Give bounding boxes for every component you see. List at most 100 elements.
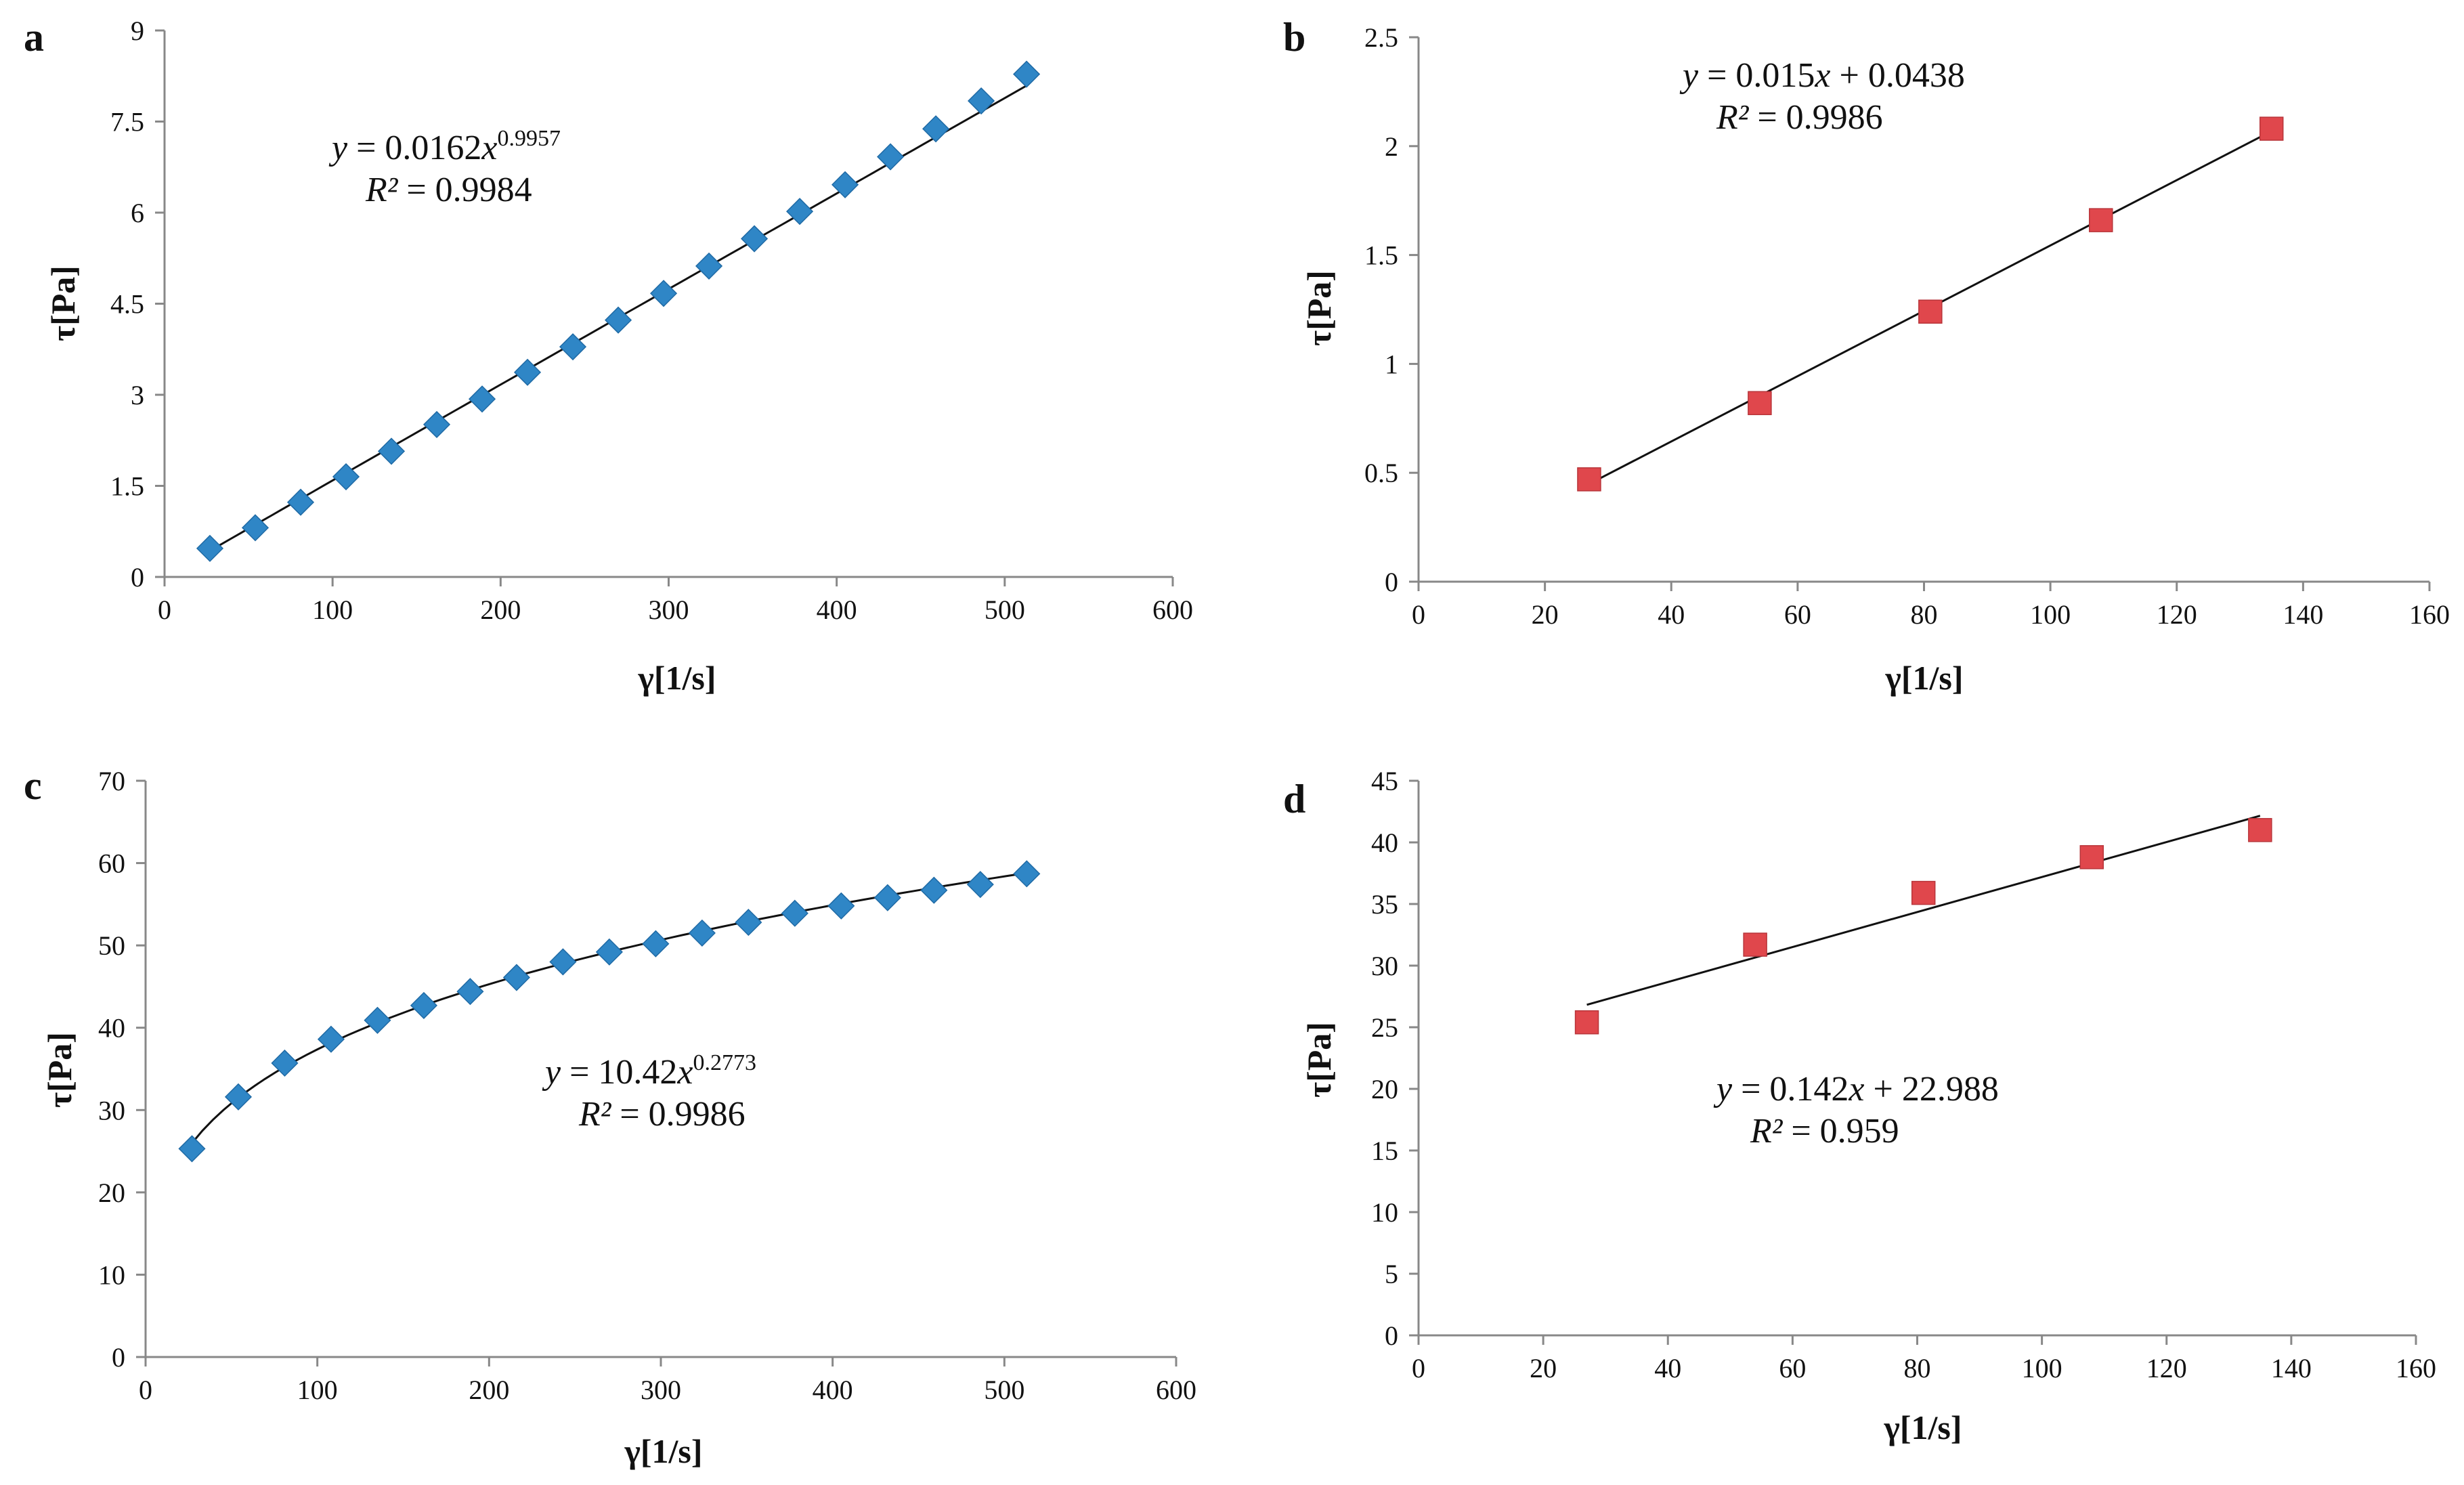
data-point	[781, 899, 808, 927]
r-squared-label: R²	[1716, 98, 1750, 137]
r-squared-value: = 0.959	[1782, 1112, 1899, 1150]
equation-coef: = 0.015	[1698, 56, 1815, 95]
x-tick-label: 500	[985, 595, 1025, 625]
x-tick-label: 100	[2022, 1353, 2062, 1383]
x-tick-label: 600	[1156, 1375, 1196, 1405]
x-tick-label: 140	[2283, 599, 2323, 630]
y-tick-label: 45	[1371, 766, 1398, 796]
x-tick-label: 0	[158, 595, 171, 625]
data-point	[2089, 208, 2113, 232]
equation-y: y	[328, 129, 348, 167]
x-tick-label: 0	[1412, 1353, 1425, 1383]
x-tick-label: 600	[1152, 595, 1193, 625]
x-tick-label: 400	[813, 1375, 853, 1405]
r-squared-value: = 0.9984	[397, 171, 532, 209]
data-point	[1574, 1010, 1599, 1035]
y-axis-title: τ[Pa]	[41, 1032, 79, 1108]
y-tick-label: 0	[131, 562, 144, 593]
equation-coef: = 0.142	[1732, 1070, 1849, 1109]
r-squared: R² = 0.9986	[578, 1095, 745, 1134]
r-squared: R² = 0.9986	[1716, 98, 1883, 137]
r-squared-value: = 0.9986	[1748, 98, 1882, 137]
data-point	[877, 143, 905, 171]
y-tick-label: 2.5	[1364, 22, 1398, 53]
equation-coef: = 0.0162	[347, 129, 481, 167]
trend-equation: y = 0.015x + 0.0438	[1679, 56, 1965, 95]
equation-intercept: + 0.0438	[1831, 56, 1965, 95]
y-tick-label: 1.5	[1364, 240, 1398, 271]
chart-panel-a: 0 100 200 300 400 500 600 0 1.5 3 4.5 6 7.5 9 γ[1/s] τ[…	[24, 15, 1193, 697]
x-tick-label: 20	[1532, 599, 1559, 630]
trend-equation: y = 0.0162x0.9957	[328, 126, 561, 167]
data-point	[827, 892, 855, 920]
y-tick-label: 40	[98, 1013, 125, 1043]
x-tick-label: 60	[1779, 1353, 1806, 1383]
panel-letter: c	[24, 763, 42, 808]
data-point	[549, 948, 577, 976]
r-squared-value: = 0.9986	[611, 1095, 745, 1134]
equation-intercept: + 22.988	[1865, 1070, 1999, 1109]
panel-letter: a	[24, 15, 44, 60]
equation-exponent: 0.2773	[693, 1050, 757, 1075]
y-axis-title: τ[Pa]	[1300, 1022, 1338, 1098]
y-tick-label: 25	[1371, 1012, 1398, 1043]
x-axis-title: γ[1/s]	[624, 1432, 702, 1470]
data-point	[317, 1025, 345, 1053]
data-point	[271, 1049, 299, 1077]
data-point	[735, 909, 762, 937]
x-tick-label: 160	[2396, 1353, 2436, 1383]
data-point	[873, 884, 901, 911]
equation-y: y	[1713, 1070, 1733, 1109]
data-point	[595, 938, 623, 966]
y-tick-label: 20	[98, 1178, 125, 1208]
data-point	[1013, 860, 1041, 888]
y-tick-label: 0	[1385, 1320, 1398, 1351]
data-point	[2259, 116, 2284, 141]
x-axis-title: γ[1/s]	[1884, 659, 1963, 697]
y-tick-label: 1.5	[110, 471, 144, 502]
equation-x: x	[1848, 1070, 1864, 1109]
equation-x: x	[1814, 56, 1830, 95]
x-tick-label: 0	[1412, 599, 1425, 630]
y-tick-label: 50	[98, 930, 125, 961]
trendline	[1586, 815, 2261, 1006]
data-point	[423, 410, 451, 438]
y-tick-label: 40	[1371, 827, 1398, 858]
x-axis-title: γ[1/s]	[1883, 1408, 1962, 1446]
data-point	[377, 437, 406, 465]
chart-panel-c: 0 100 200 300 400 500 600 0 10 20 30 40 50 60 70 γ[1/s]…	[24, 763, 1196, 1470]
y-tick-label: 20	[1371, 1074, 1398, 1104]
panel-letter: d	[1283, 777, 1305, 821]
data-point	[2079, 845, 2104, 869]
x-tick-label: 120	[2146, 1353, 2187, 1383]
x-tick-label: 100	[312, 595, 353, 625]
x-tick-label: 140	[2271, 1353, 2312, 1383]
r-squared: R² = 0.9984	[365, 171, 532, 209]
y-tick-label: 5	[1385, 1259, 1398, 1289]
data-point	[786, 198, 814, 225]
equation-x: x	[481, 129, 497, 167]
y-tick-label: 0	[112, 1342, 125, 1373]
chart-panel-d: 0 20 40 60 80 100 120 140 160 0 5 10 15 20 25 30 35 40 45 γ…	[1283, 766, 2436, 1446]
x-tick-label: 400	[817, 595, 857, 625]
data-point	[178, 1135, 206, 1163]
data-point	[604, 306, 632, 334]
y-axis-title: τ[Pa]	[1300, 270, 1338, 346]
x-tick-label: 40	[1658, 599, 1685, 630]
equation-exponent: 0.9957	[498, 126, 561, 151]
data-point	[1013, 60, 1041, 88]
y-tick-label: 2	[1385, 131, 1398, 162]
x-tick-label: 160	[2409, 599, 2450, 630]
data-point	[922, 115, 950, 143]
data-point	[410, 991, 438, 1019]
trend-equation: y = 0.142x + 22.988	[1713, 1070, 1999, 1109]
y-tick-label: 70	[98, 766, 125, 796]
x-tick-label: 100	[2030, 599, 2071, 630]
data-point	[241, 514, 269, 542]
data-point	[513, 358, 542, 386]
y-tick-label: 30	[98, 1095, 125, 1125]
data-point	[2248, 818, 2272, 842]
equation-y: y	[542, 1053, 561, 1092]
y-tick-label: 0	[1385, 567, 1398, 597]
data-point	[364, 1006, 391, 1034]
